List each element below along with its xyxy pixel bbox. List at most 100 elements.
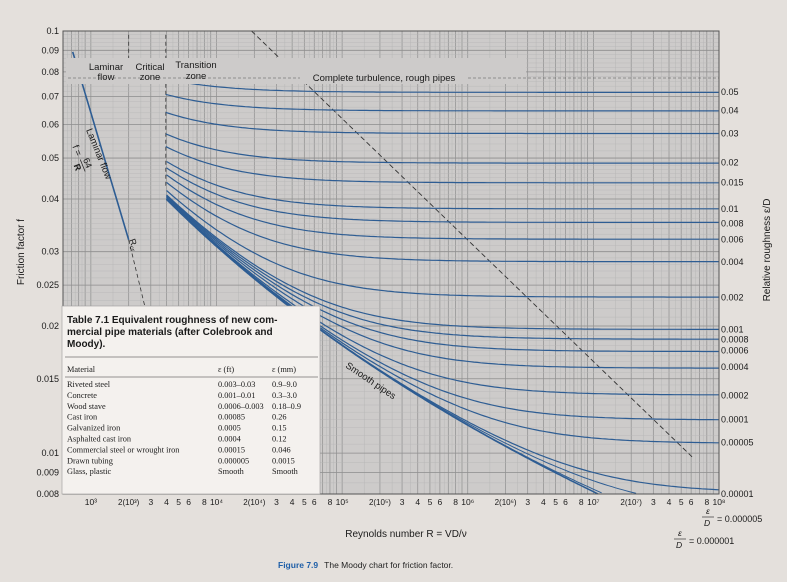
relative-roughness-label: 0.008 [721,218,744,228]
roughness-curve [166,197,719,369]
relative-roughness-label: 0.0001 [721,415,749,425]
table-cell: 0.0005 [218,424,241,433]
y-tick-label: 0.01 [41,448,59,458]
relative-roughness-label: 0.05 [721,87,739,97]
eps-d-label-2: ε D = 0.000001 [674,528,734,550]
table-header-material: Material [67,365,96,374]
relative-roughness-label: 0.001 [721,325,744,335]
relative-roughness-labels: 0.05 0.04 0.03 0.02 0.015 0.01 0.008 0.006 0.004… [721,87,754,499]
x-tick-label: 2(10⁷) [620,498,642,507]
table-cell: 0.12 [272,435,287,444]
relative-roughness-label: 0.0004 [721,362,749,372]
x-tick-label: 3 [525,497,530,507]
x-tick-label: 3 [148,497,153,507]
table-title-line3: Moody). [67,339,106,350]
table-header-eps-mm: ε (mm) [272,365,296,374]
roughness-curve [166,190,719,298]
y-tick-label: 0.07 [41,91,59,101]
y2-axis-title: Relative roughness ε/D [762,199,773,302]
table-title-line1: Table 7.1 Equivalent roughness of new co… [67,315,277,326]
y-tick-label: 0.04 [41,194,59,204]
x-tick-label: 5 [176,497,181,507]
eps-d-label-1: ε D = 0.000005 [702,506,762,528]
figure-caption-text: The Moody chart for friction factor. [324,560,454,570]
y-tick-label: 0.03 [41,247,59,257]
zone-labels: Laminar flow Critical zone Transition zo… [66,58,719,84]
x-tick-label: 3 [274,497,279,507]
x-tick-label: 2(10⁴) [243,498,265,507]
roughness-curve [166,181,719,263]
table-background [61,305,321,495]
x-tick-label: 10⁷ [587,497,600,507]
y-tick-label: 0.09 [41,45,59,55]
x-tick-label: 3 [400,497,405,507]
x-tick-label: 6 [689,497,694,507]
table-cell: 0.046 [272,445,291,454]
eps-d-1-fraction-bottom: D [704,518,710,528]
y-tick-label: 0.05 [41,153,59,163]
roughness-curve [165,111,719,135]
relative-roughness-label: 0.006 [721,234,744,244]
laminar-eq-f: f = [70,144,84,159]
eps-d-2-value: = 0.000001 [689,536,734,546]
y-tick-label: 0.02 [41,321,59,331]
roughness-curve [166,198,719,396]
x-tick-label: 8 [453,497,458,507]
relative-roughness-label: 0.01 [721,204,739,214]
x-tick-label: 8 [704,497,709,507]
relative-roughness-label: 0.015 [721,177,744,187]
x-tick-label: 6 [186,497,191,507]
laminar-equation: f = 64 R [70,144,95,173]
table-cell: 0.0015 [272,456,295,465]
table-header-eps-ft: ε (ft) [218,365,234,374]
roughness-curve [165,146,719,184]
x-tick-label: 5 [679,497,684,507]
table-cell: Commercial steel or wrought iron [67,445,180,454]
y-tick-labels: 0.1 0.09 0.08 0.07 0.06 0.05 0.04 0.03 0.025 0.02… [36,26,59,499]
table-cell: 0.26 [272,413,287,422]
x-tick-label: 5 [553,497,558,507]
x-tick-label: 4 [415,497,420,507]
x-tick-label: 6 [563,497,568,507]
table-cell: Cast iron [67,413,98,422]
roughness-curve [165,78,719,93]
roughness-curve [166,198,719,421]
table-cell: Concrete [67,391,97,400]
plot-frame [62,30,720,495]
table-cell: 0.0004 [218,435,242,444]
x-tick-labels: 10³ 2(10³) 3 4 5 6 8 10⁴ 2(10⁴) 3 4 5 6 8 10⁵ 2(10⁵) 3 4 5… [85,497,726,507]
table-cell: 0.3–3.0 [272,391,297,400]
critical-r-subscript: cr [127,245,136,253]
roughness-curve [165,93,719,112]
critical-r-symbol: R [127,237,139,247]
roughness-curve [166,167,719,223]
x-tick-label: 8 [328,497,333,507]
y-tick-label: 0.08 [41,67,59,77]
table-cell: 0.000005 [218,456,249,465]
table-cell: 0.003–0.03 [218,380,255,389]
y-tick-label: 0.06 [41,120,59,130]
relative-roughness-label: 0.0006 [721,346,749,356]
table-cell: 0.0006–0.003 [218,402,264,411]
roughness-curve [166,195,719,340]
relative-roughness-label: 0.0002 [721,390,749,400]
y-tick-label: 0.008 [36,489,59,499]
x-tick-label: 8 [202,497,207,507]
x-tick-label: 5 [428,497,433,507]
critical-zone-label-line1: Critical [135,62,164,73]
eps-000001-curve [166,199,602,494]
y-tick-label: 0.009 [36,467,59,477]
x-axis-title: Reynolds number R = VD/ν [345,529,466,540]
figure-caption: Figure 7.9 The Moody chart for friction f… [278,560,698,570]
x-tick-label: 3 [651,497,656,507]
y-axis-title: Friction factor f [16,219,27,285]
relative-roughness-label: 0.004 [721,257,744,267]
x-tick-label: 2(10⁵) [369,498,391,507]
table-cell: 0.18–0.9 [272,402,301,411]
x-tick-label: 10⁸ [712,497,725,507]
eps-d-1-fraction-top: ε [706,506,710,516]
roughness-curve [166,196,719,353]
table-rows: Riveted steel 0.003–0.03 0.9–9.0 Concrete 0.… [67,380,301,476]
table-cell: Smooth [272,467,299,476]
